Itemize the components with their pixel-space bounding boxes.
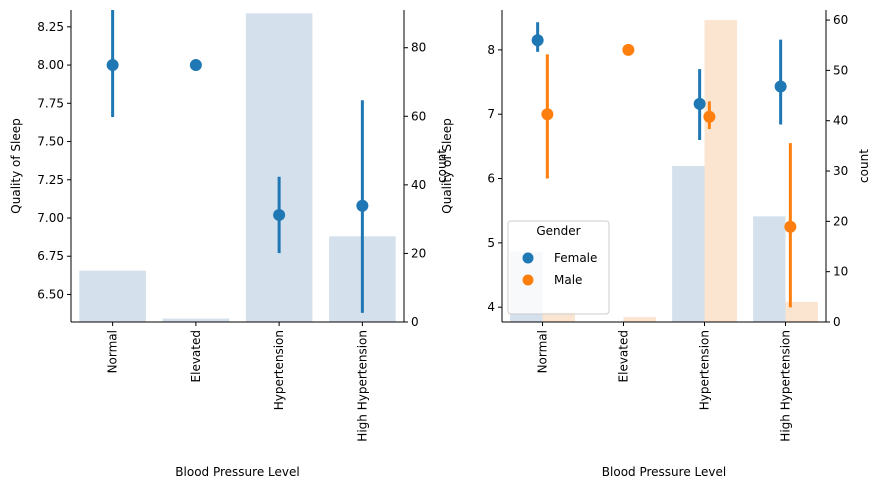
right-count-bar-male-1 — [623, 316, 656, 322]
right-count-bar-female-3 — [753, 216, 786, 322]
left-y-tick-label-5: 7.75 — [37, 96, 64, 110]
right-female-point-3 — [774, 80, 787, 93]
right-male-point-1 — [622, 43, 635, 56]
right-count-bar-female-2 — [672, 166, 705, 322]
left-y-tick-label-6: 8.00 — [37, 58, 64, 72]
left-chart-panel: 6.50 6.75 7.00 7.25 7.50 7.75 8.00 8.25 0 20 40 60… — [9, 10, 449, 479]
left-x-tick-label-2: Hypertension — [272, 330, 286, 410]
legend-female-marker — [522, 252, 534, 264]
left-x-tick-label-0: Normal — [106, 330, 120, 373]
legend-male-label: Male — [554, 273, 582, 287]
right-male-point-3 — [784, 220, 797, 233]
right-y-tick-label-2: 6 — [487, 172, 495, 186]
left-sleep-point-1 — [189, 59, 202, 72]
left-y-tick-label-4: 7.50 — [37, 135, 64, 149]
right-count-tick-label-0: 0 — [833, 315, 841, 329]
left-count-tick-label-0: 0 — [411, 315, 419, 329]
right-count-tick-label-1: 10 — [833, 265, 848, 279]
chart-legend: Gender Female Male — [507, 220, 610, 315]
right-female-point-0 — [531, 34, 544, 47]
left-y-tick-label-3: 7.25 — [37, 173, 64, 187]
left-y-tick-label-7: 8.25 — [37, 20, 64, 34]
left-chart-ylabel: Quality of Sleep — [9, 118, 23, 213]
right-male-point-0 — [541, 108, 554, 121]
left-chart-xlabel: Blood Pressure Level — [175, 465, 299, 479]
left-sleep-point-3 — [356, 199, 369, 212]
right-count-tick-label-3: 30 — [833, 164, 848, 178]
left-chart-count-label: count — [435, 149, 449, 183]
left-count-tick-label-4: 80 — [411, 41, 426, 55]
legend-title: Gender — [536, 224, 580, 238]
left-count-bar-0 — [79, 270, 146, 322]
left-y-tick-label-2: 7.00 — [37, 211, 64, 225]
right-female-point-2 — [693, 97, 706, 110]
right-count-bar-male-2 — [704, 20, 737, 323]
right-chart-xlabel: Blood Pressure Level — [602, 465, 726, 479]
left-count-bar-2 — [245, 13, 313, 323]
right-count-tick-label-2: 20 — [833, 214, 848, 228]
right-count-tick-label-5: 50 — [833, 63, 848, 77]
legend-male-marker — [522, 274, 534, 286]
left-count-tick-label-1: 20 — [411, 246, 426, 260]
right-chart-ylabel: Quality of Sleep — [440, 118, 454, 213]
right-x-tick-label-1: Elevated — [617, 330, 631, 382]
left-sleep-point-0 — [106, 59, 119, 72]
left-count-tick-label-3: 60 — [411, 109, 426, 123]
legend-box — [507, 220, 610, 315]
left-sleep-point-2 — [273, 208, 286, 221]
right-male-point-2 — [703, 110, 716, 123]
left-x-tick-label-1: Elevated — [189, 330, 203, 382]
right-x-tick-label-0: Normal — [536, 330, 550, 373]
right-y-tick-label-1: 5 — [487, 236, 495, 250]
legend-female-label: Female — [554, 251, 597, 265]
left-count-bar-1 — [162, 318, 230, 322]
right-y-tick-label-0: 4 — [487, 300, 495, 314]
right-y-tick-label-3: 7 — [487, 107, 495, 121]
right-chart-count-label: count — [857, 149, 871, 183]
right-y-tick-label-4: 8 — [487, 43, 495, 57]
left-count-tick-label-2: 40 — [411, 178, 426, 192]
left-y-tick-label-1: 6.75 — [37, 249, 64, 263]
right-count-bar-male-3 — [785, 301, 818, 322]
right-chart-panel: 4 5 6 7 8 0 10 20 30 40 50 60 Normal Elevated Hypert… — [440, 10, 871, 479]
right-count-tick-label-4: 40 — [833, 114, 848, 128]
right-count-bar-male-0 — [542, 311, 575, 322]
right-x-tick-label-2: Hypertension — [698, 330, 712, 410]
right-x-tick-label-3: High Hypertension — [779, 330, 793, 442]
right-count-tick-label-6: 60 — [833, 13, 848, 27]
left-x-tick-label-3: High Hypertension — [355, 330, 369, 442]
left-y-tick-label-0: 6.50 — [37, 287, 64, 301]
